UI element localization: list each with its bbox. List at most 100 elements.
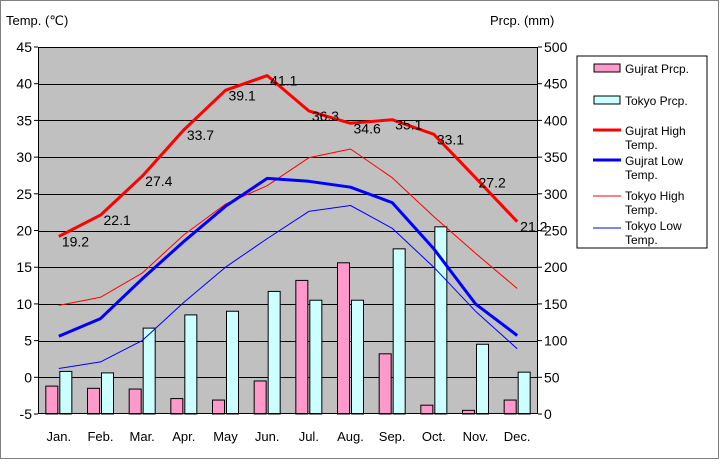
right-tick-label-450: 450: [544, 76, 568, 92]
left-tick-label-35: 35: [16, 112, 32, 128]
month-label-10: Nov.: [463, 429, 489, 444]
data-label-gujrat-high-0: 19.2: [62, 233, 89, 249]
legend-label-tokyo-low-line2: Temp.: [625, 233, 658, 247]
bar-gujrat-prcp-0: [45, 385, 59, 415]
right-tick-label-500: 500: [544, 39, 568, 55]
legend-label-gujrat-high-line2: Temp.: [625, 138, 658, 152]
bar-tokyo-prcp-5: [267, 290, 281, 415]
month-label-9: Oct.: [422, 429, 446, 444]
legend-item-tokyo-high: Tokyo High Temp.: [593, 189, 688, 217]
bar-gujrat-prcp-1: [87, 387, 100, 415]
legend-label-tokyo-high: Tokyo High Temp.: [625, 189, 688, 217]
bar-gujrat-prcp-2: [128, 388, 142, 415]
left-tick-label-25: 25: [16, 186, 32, 202]
bar-tokyo-prcp-11: [517, 371, 531, 415]
data-label-gujrat-high-8: 35.1: [395, 117, 422, 133]
legend-item-gujrat-high: Gujrat High Temp.: [593, 124, 689, 152]
legend-swatch-gujrat-prcp: [593, 63, 621, 73]
legend-label-tokyo-high-line1: Tokyo High: [625, 189, 684, 203]
left-tick-label-0: 0: [24, 369, 32, 385]
legend-label-gujrat-low-line1: Gujrat Low: [625, 154, 683, 168]
legend-label-gujrat-high-line1: Gujrat High: [625, 124, 686, 138]
left-tick-label-30: 30: [16, 149, 32, 165]
right-tick-label-250: 250: [544, 223, 568, 239]
month-label-4: May: [213, 429, 238, 444]
bar-tokyo-prcp-2: [142, 327, 156, 415]
legend: Gujrat Prcp. Tokyo Prcp. Gujrat High Tem…: [576, 55, 708, 249]
bar-tokyo-prcp-3: [184, 314, 198, 415]
month-label-7: Aug.: [337, 429, 364, 444]
bar-gujrat-prcp-8: [378, 353, 392, 415]
line-gujrat-high-temp: [58, 74, 519, 238]
left-tick-label-10: 10: [16, 296, 32, 312]
data-label-gujrat-high-6: 36.3: [312, 108, 339, 124]
legend-swatch-tokyo-prcp: [593, 95, 621, 105]
precipitation-bars: [45, 226, 531, 415]
bar-tokyo-prcp-7: [351, 299, 364, 415]
left-axis-title: Temp. (℃): [6, 13, 68, 28]
legend-label-tokyo-high-line2: Temp.: [625, 203, 658, 217]
bar-tokyo-prcp-0: [59, 370, 73, 415]
left-tick-label-5: 5: [24, 333, 32, 349]
right-axis-title: Prcp. (mm): [490, 13, 554, 28]
legend-label-tokyo-low-line1: Tokyo Low: [625, 219, 682, 233]
month-label-6: Jul.: [299, 429, 319, 444]
right-tick-label-200: 200: [544, 259, 568, 275]
right-tick-label-350: 350: [544, 149, 568, 165]
temperature-lines: [58, 74, 519, 369]
month-label-1: Feb.: [87, 429, 113, 444]
right-tick-label-400: 400: [544, 112, 568, 128]
legend-item-tokyo-low: Tokyo Low Temp.: [593, 219, 685, 247]
right-tick-label-50: 50: [544, 369, 560, 385]
month-label-2: Mar.: [130, 429, 155, 444]
month-label-8: Sep.: [379, 429, 406, 444]
line-tokyo-high-temp: [58, 148, 518, 306]
left-tick-label-15: 15: [16, 259, 32, 275]
data-label-gujrat-high-5: 41.1: [270, 73, 297, 89]
left-tick-label-45: 45: [16, 39, 32, 55]
left-tick-label-40: 40: [16, 76, 32, 92]
bar-gujrat-prcp-3: [170, 398, 184, 415]
right-tick-label-300: 300: [544, 186, 568, 202]
axes: -505101520253035404505010015020025030035…: [16, 39, 567, 444]
plot-area: [38, 47, 538, 414]
bar-tokyo-prcp-4: [226, 310, 239, 415]
data-labels: 19.2 22.1 27.4 33.7 39.1 41.1 36.3 34.6 35.1 33.1…: [62, 73, 548, 250]
left-tick-label-20: 20: [16, 223, 32, 239]
data-label-gujrat-high-10: 27.2: [479, 175, 506, 191]
data-label-gujrat-high-2: 27.4: [145, 173, 172, 189]
month-label-0: Jan.: [47, 429, 72, 444]
bar-gujrat-prcp-5: [253, 380, 267, 415]
legend-box: [576, 55, 708, 249]
bar-tokyo-prcp-8: [392, 248, 406, 415]
legend-label-gujrat-high: Gujrat High Temp.: [625, 124, 689, 152]
data-label-gujrat-high-1: 22.1: [104, 212, 131, 228]
right-tick-label-150: 150: [544, 296, 568, 312]
bar-gujrat-prcp-9: [420, 404, 434, 415]
legend-item-gujrat-low: Gujrat Low Temp.: [593, 154, 686, 182]
bar-gujrat-prcp-7: [337, 262, 350, 415]
data-label-gujrat-high-3: 33.7: [187, 127, 214, 143]
right-tick-label-100: 100: [544, 333, 568, 349]
month-label-11: Dec.: [504, 429, 531, 444]
data-label-gujrat-high-7: 34.6: [354, 120, 381, 136]
legend-label-gujrat-prcp: Gujrat Prcp.: [625, 62, 689, 76]
data-label-gujrat-high-4: 39.1: [229, 87, 256, 103]
legend-label-gujrat-low-line2: Temp.: [625, 168, 658, 182]
legend-item-tokyo-prcp: Tokyo Prcp.: [593, 94, 688, 108]
bar-tokyo-prcp-10: [476, 343, 489, 415]
bar-gujrat-prcp-4: [212, 399, 225, 415]
data-label-gujrat-high-9: 33.1: [437, 131, 464, 147]
legend-label-tokyo-low: Tokyo Low Temp.: [625, 219, 685, 247]
bar-gujrat-prcp-6: [295, 279, 309, 415]
legend-label-tokyo-prcp: Tokyo Prcp.: [625, 94, 688, 108]
month-label-3: Apr.: [172, 429, 195, 444]
bar-tokyo-prcp-6: [309, 299, 323, 415]
right-tick-label-0: 0: [544, 406, 552, 422]
legend-label-gujrat-low: Gujrat Low Temp.: [625, 154, 686, 182]
month-label-5: Jun.: [255, 429, 280, 444]
bar-gujrat-prcp-11: [503, 399, 517, 415]
legend-item-gujrat-prcp: Gujrat Prcp.: [593, 62, 689, 76]
